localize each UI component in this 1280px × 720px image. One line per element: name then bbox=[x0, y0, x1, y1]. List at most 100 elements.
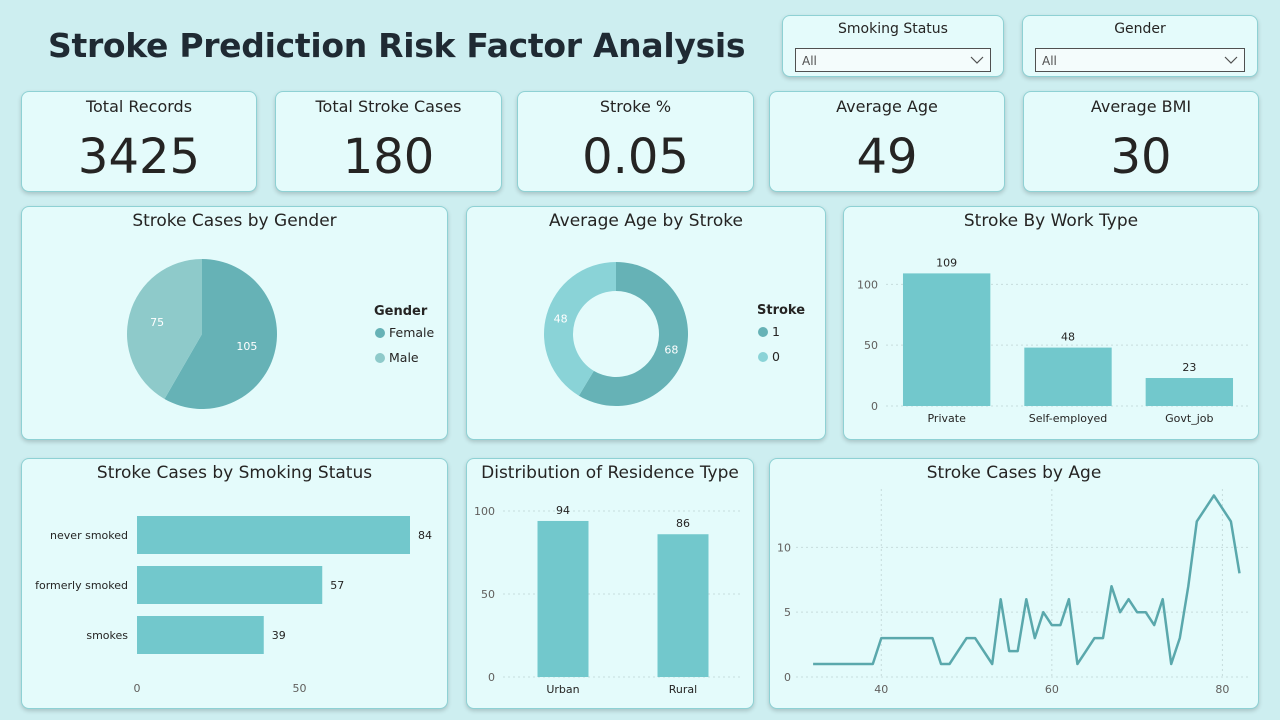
x-tick-label: Govt_job bbox=[1165, 412, 1213, 425]
legend-marker bbox=[375, 328, 385, 338]
pie-slice-female bbox=[164, 259, 277, 409]
y-tick-label: never smoked bbox=[50, 529, 128, 542]
age-line-card: Stroke Cases by Age 0 5 10 40 60 80 bbox=[769, 458, 1259, 709]
y-tick-label: 10 bbox=[777, 541, 791, 554]
kpi-value: 180 bbox=[342, 129, 435, 185]
data-label: 94 bbox=[556, 504, 570, 517]
age-donut-card: Average Age by Stroke 68 48 Stroke 1 0 bbox=[466, 206, 826, 440]
residence-card: Distribution of Residence Type 0 50 100 94 U… bbox=[466, 458, 754, 709]
kpi-average-bmi: Average BMI 30 bbox=[1023, 91, 1259, 192]
pie-slice-male bbox=[127, 259, 202, 399]
gender-pie-chart: 105 75 Gender Female Male bbox=[127, 259, 435, 409]
data-label: 84 bbox=[418, 529, 432, 542]
x-tick-label: Self-employed bbox=[1029, 412, 1108, 425]
x-tick-label: 0 bbox=[134, 682, 141, 695]
kpi-total-records: Total Records 3425 bbox=[21, 91, 257, 192]
kpi-total-stroke-cases: Total Stroke Cases 180 bbox=[275, 91, 502, 192]
dropdown-value: All bbox=[802, 54, 817, 68]
age-line-chart: 0 5 10 40 60 80 bbox=[777, 489, 1248, 696]
slicer-title: Gender bbox=[1114, 21, 1166, 37]
data-label: 68 bbox=[664, 343, 678, 356]
bar-rural bbox=[657, 534, 709, 677]
legend-marker bbox=[375, 353, 385, 363]
x-tick-label: 60 bbox=[1045, 683, 1059, 696]
y-tick-label: 0 bbox=[488, 671, 495, 684]
x-tick-label: 80 bbox=[1215, 683, 1229, 696]
smoking-status-slicer: Smoking Status All bbox=[782, 15, 1004, 77]
chevron-down-icon bbox=[970, 56, 984, 64]
data-label: 75 bbox=[150, 316, 164, 329]
y-tick-label: 5 bbox=[784, 606, 791, 619]
smoking-bar-chart: never smoked 84 formerly smoked 57 smokes 39 0… bbox=[35, 516, 432, 695]
legend-marker bbox=[758, 352, 768, 362]
smoking-status-dropdown[interactable]: All bbox=[795, 48, 991, 72]
x-tick-label: 40 bbox=[874, 683, 888, 696]
pie-slice-1 bbox=[578, 262, 688, 406]
work-type-bar-chart: 0 50 100 109 Private 48 Self-employed 23 Govt_jo… bbox=[857, 256, 1250, 425]
kpi-label: Average BMI bbox=[1090, 97, 1192, 116]
chart-title: Average Age by Stroke bbox=[549, 211, 743, 231]
legend-entry: Male bbox=[389, 350, 419, 365]
y-tick-label: 50 bbox=[481, 588, 495, 601]
gender-dropdown[interactable]: All bbox=[1035, 48, 1245, 72]
chart-title: Stroke By Work Type bbox=[963, 211, 1139, 231]
page-title: Stroke Prediction Risk Factor Analysis bbox=[48, 26, 746, 65]
kpi-value: 3425 bbox=[77, 129, 201, 185]
bar-private bbox=[902, 273, 991, 406]
gender-pie-card: Stroke Cases by Gender 105 75 Gender Female… bbox=[21, 206, 448, 440]
y-tick-label: smokes bbox=[86, 629, 128, 642]
y-tick-label: 50 bbox=[864, 339, 878, 352]
gender-slicer: Gender All bbox=[1022, 15, 1258, 77]
kpi-stroke-percent: Stroke % 0.05 bbox=[517, 91, 754, 192]
bar-self-employed bbox=[1024, 347, 1112, 406]
data-label: 48 bbox=[554, 313, 568, 326]
legend-title: Stroke bbox=[757, 303, 805, 318]
data-label: 39 bbox=[272, 629, 286, 642]
legend-marker bbox=[758, 327, 768, 337]
x-tick-label: 50 bbox=[293, 682, 307, 695]
legend-entry: 1 bbox=[772, 324, 780, 339]
data-label: 109 bbox=[936, 256, 957, 269]
kpi-value: 0.05 bbox=[582, 129, 689, 185]
kpi-value: 30 bbox=[1110, 129, 1172, 185]
slicer-title: Smoking Status bbox=[838, 21, 948, 37]
x-tick-label: Urban bbox=[546, 683, 579, 696]
x-tick-label: Private bbox=[927, 412, 966, 425]
y-tick-label: 100 bbox=[857, 278, 878, 291]
bar-urban bbox=[537, 520, 589, 677]
kpi-average-age: Average Age 49 bbox=[769, 91, 1005, 192]
residence-bar-chart: 0 50 100 94 Urban 86 Rural bbox=[474, 504, 743, 696]
kpi-label: Total Stroke Cases bbox=[315, 97, 462, 116]
chevron-down-icon bbox=[1224, 56, 1238, 64]
kpi-label: Average Age bbox=[836, 97, 938, 116]
y-tick-label: 0 bbox=[784, 671, 791, 684]
y-tick-label: formerly smoked bbox=[35, 579, 128, 592]
data-label: 86 bbox=[676, 517, 690, 530]
work-type-card: Stroke By Work Type 0 50 100 109 Private 48 Se… bbox=[843, 206, 1259, 440]
legend-title: Gender bbox=[374, 304, 428, 319]
x-tick-label: Rural bbox=[669, 683, 697, 696]
dropdown-value: All bbox=[1042, 54, 1057, 68]
bar-never-smoked bbox=[137, 516, 410, 554]
chart-title: Stroke Cases by Age bbox=[926, 463, 1102, 483]
bar-govt_job bbox=[1145, 378, 1234, 406]
smoking-card: Stroke Cases by Smoking Status never smo… bbox=[21, 458, 448, 709]
kpi-value: 49 bbox=[856, 129, 918, 185]
data-label: 48 bbox=[1061, 331, 1075, 344]
y-tick-label: 100 bbox=[474, 505, 495, 518]
legend-entry: Female bbox=[389, 325, 435, 340]
bar-smokes bbox=[137, 616, 264, 654]
data-label: 23 bbox=[1182, 361, 1196, 374]
chart-title: Stroke Cases by Smoking Status bbox=[96, 463, 373, 483]
series-line bbox=[813, 494, 1241, 666]
chart-title: Stroke Cases by Gender bbox=[132, 211, 337, 231]
data-label: 105 bbox=[236, 340, 257, 353]
y-tick-label: 0 bbox=[871, 400, 878, 413]
age-donut-chart: 68 48 Stroke 1 0 bbox=[544, 262, 805, 406]
chart-title: Distribution of Residence Type bbox=[481, 463, 739, 483]
legend-entry: 0 bbox=[772, 349, 780, 364]
data-label: 57 bbox=[330, 579, 344, 592]
kpi-label: Stroke % bbox=[599, 97, 672, 116]
pie-slice-0 bbox=[544, 262, 616, 396]
kpi-label: Total Records bbox=[85, 97, 193, 116]
